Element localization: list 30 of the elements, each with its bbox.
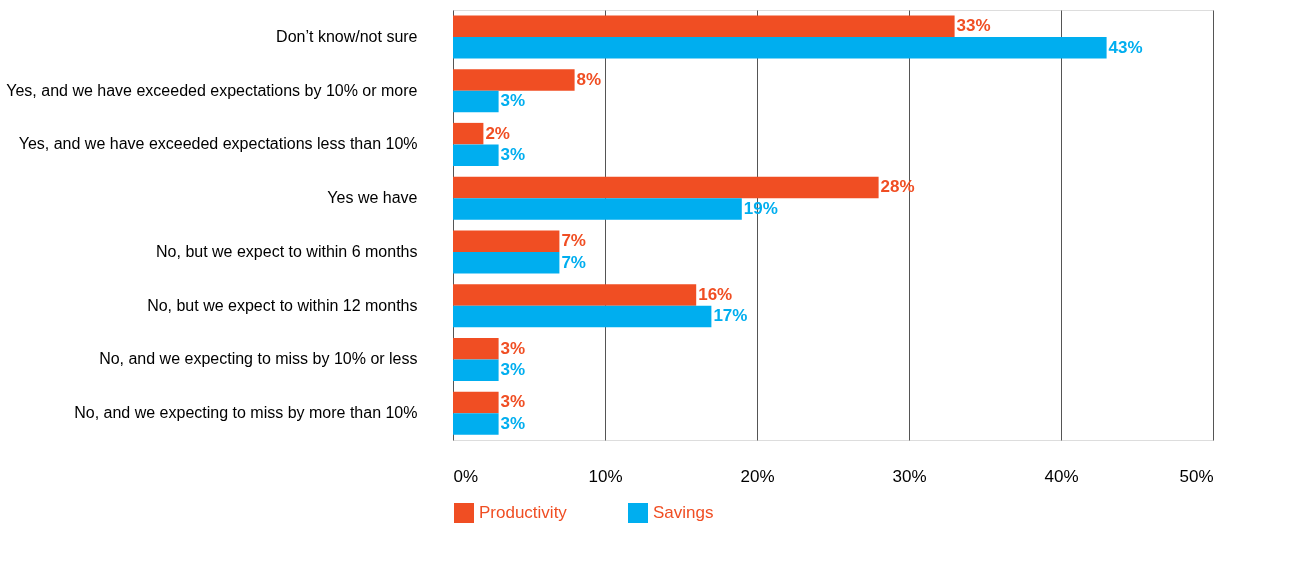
legend-label: Savings [653, 503, 714, 522]
x-tick-label: 50% [1179, 466, 1214, 486]
y-tick-label: No, but we expect to within 12 months [147, 296, 418, 314]
y-tick-label: No, and we expecting to miss by 10% or less [99, 350, 418, 368]
y-tick-label: Yes, and we have exceeded expectations less than 10% [18, 135, 418, 153]
y-tick-label: No, and we expecting to miss by more than 10% [74, 404, 418, 422]
data-label: 43% [1108, 37, 1143, 57]
data-label: 17% [713, 306, 748, 326]
data-label: 3% [500, 91, 526, 111]
data-label: 7% [561, 252, 586, 272]
legend-label: Productivity [479, 503, 568, 522]
y-tick-label: Yes, and we have exceeded expectations by 10% or more [6, 81, 418, 99]
data-label: 3% [500, 145, 526, 165]
x-tick-label: 30% [892, 466, 927, 486]
data-label: 16% [698, 284, 733, 304]
x-tick-label: 20% [740, 466, 775, 486]
data-label: 33% [956, 16, 991, 36]
x-tick-label: 0% [453, 466, 479, 486]
y-tick-label: Yes we have [327, 189, 418, 207]
x-tick-label: 10% [588, 466, 623, 486]
data-label: 3% [500, 413, 526, 433]
data-label: 3% [500, 338, 526, 358]
data-label: 3% [500, 360, 526, 380]
data-label: 2% [485, 123, 510, 143]
data-label: 3% [500, 392, 526, 412]
data-label: 8% [576, 69, 602, 89]
data-label: 7% [561, 231, 586, 251]
y-tick-label: No, but we expect to within 6 months [156, 242, 418, 260]
y-tick-label: Don’t know/not sure [276, 27, 418, 45]
x-tick-label: 40% [1044, 466, 1079, 486]
